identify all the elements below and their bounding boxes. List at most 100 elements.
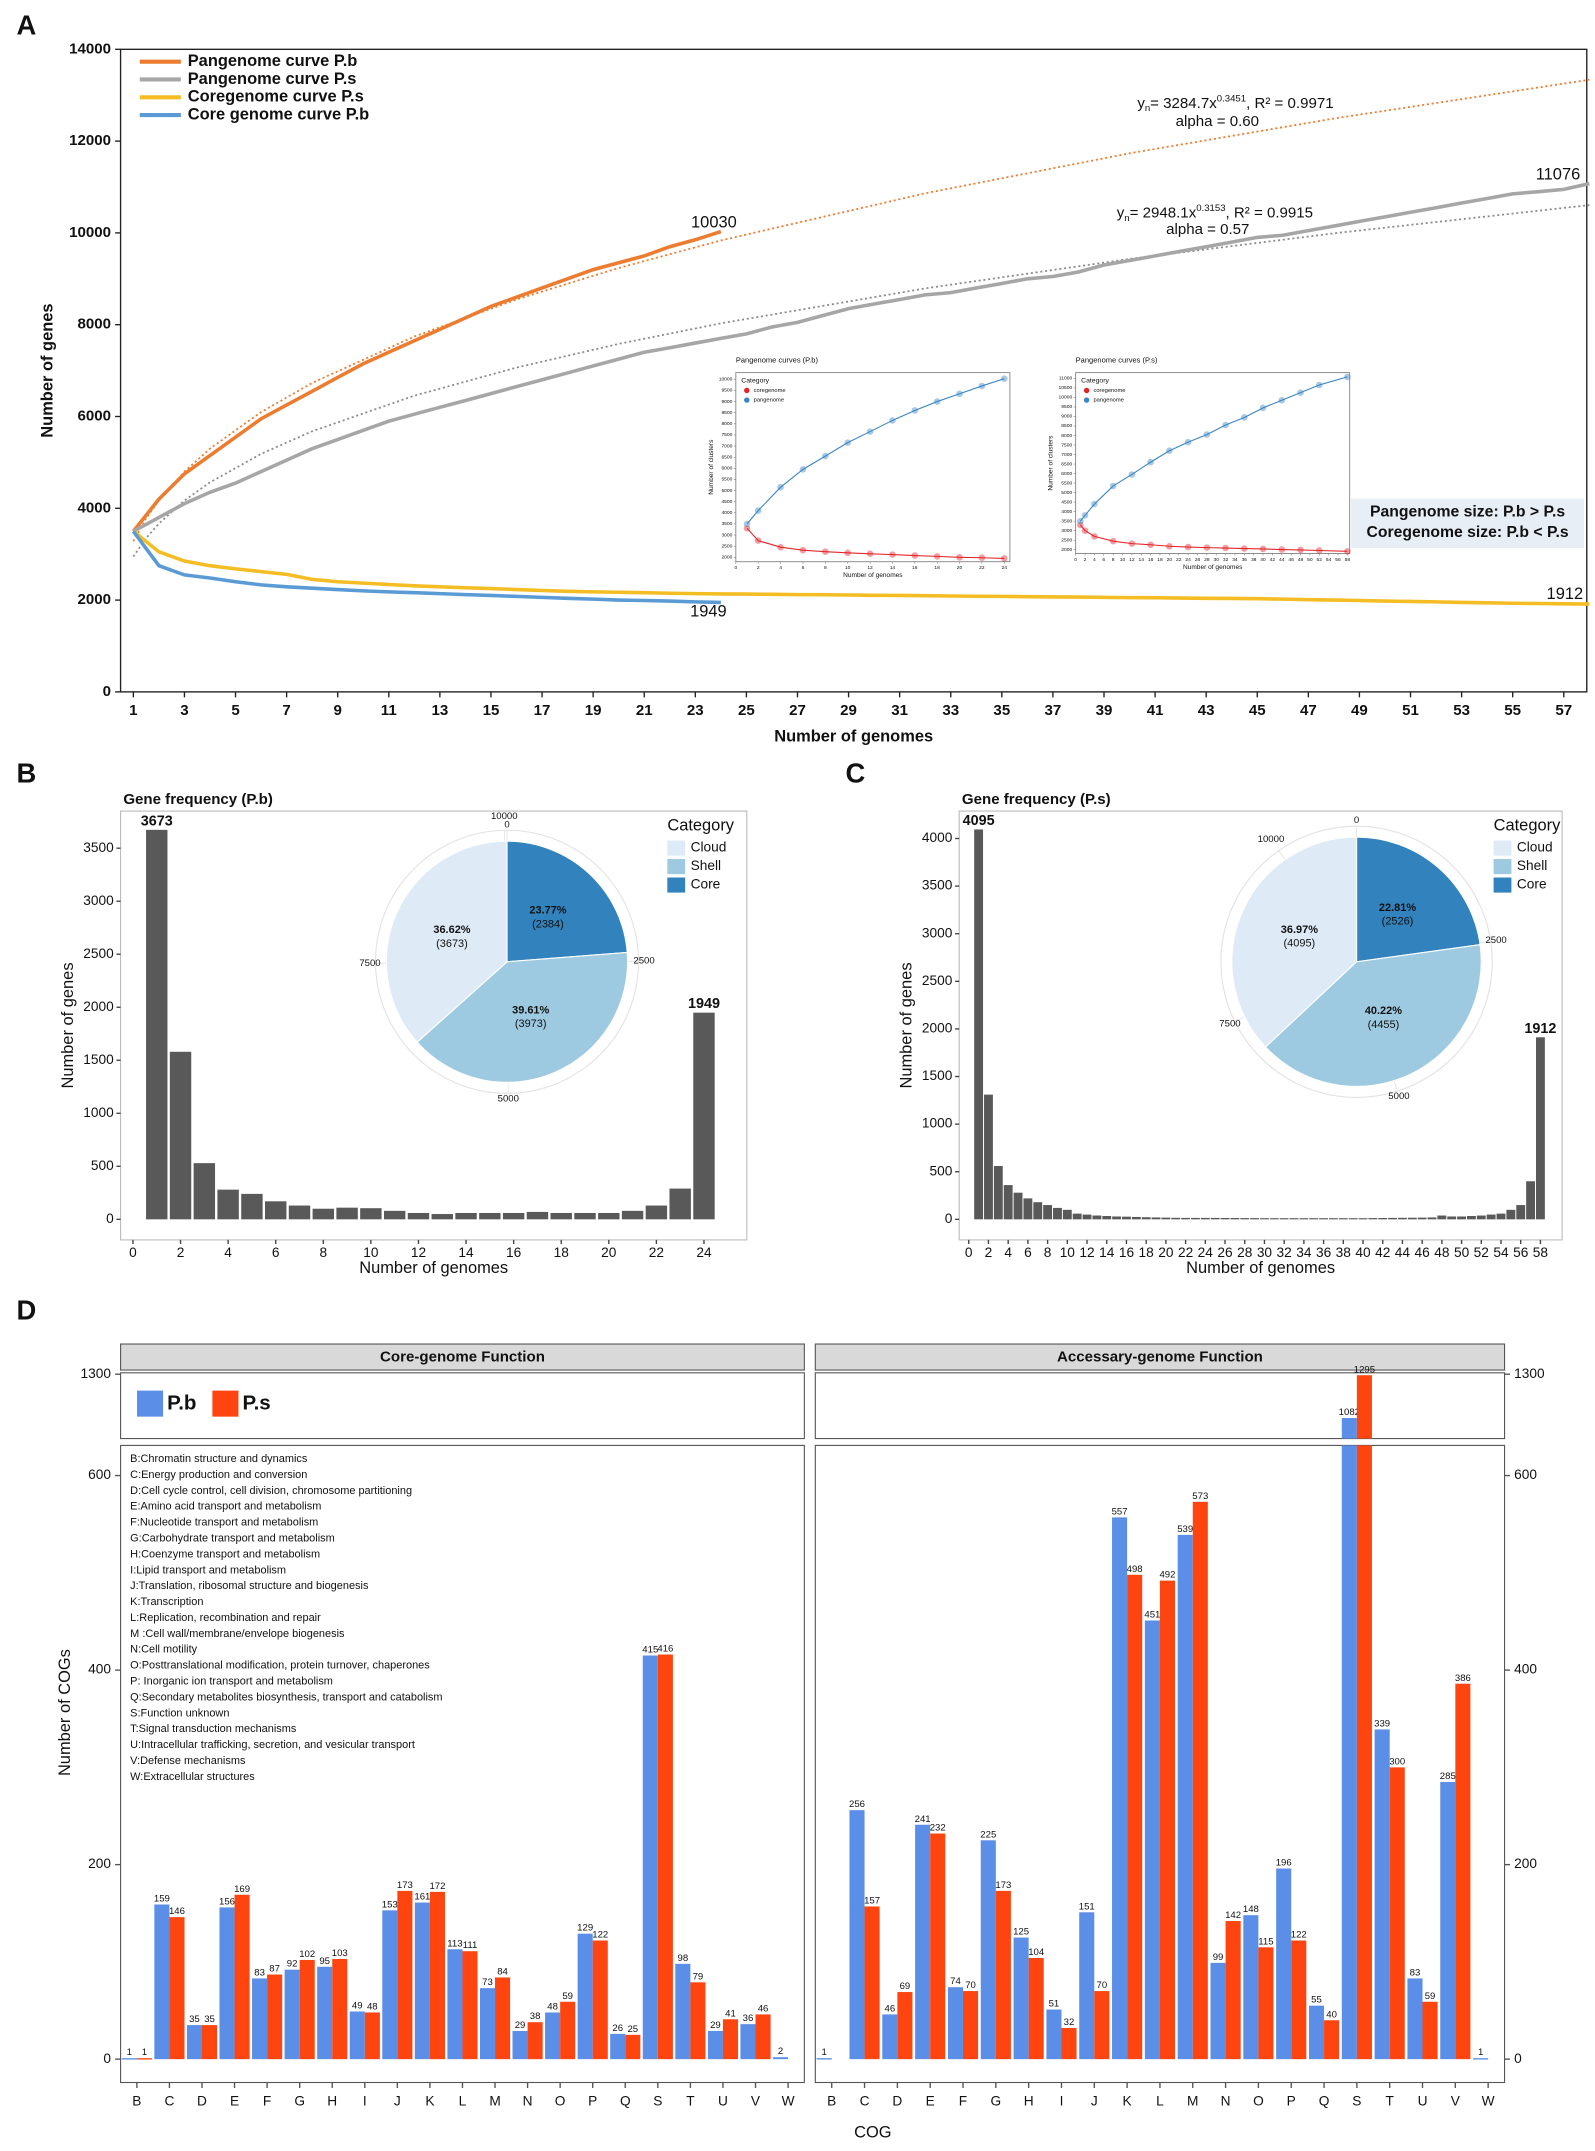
bar: [1427, 1217, 1437, 1220]
bar-value-label: 29: [710, 2020, 721, 2031]
bar-value-label: 36: [743, 2013, 754, 2024]
bar-value-label: 169: [234, 1884, 250, 1895]
x-tick-label: 23: [687, 702, 704, 719]
bar-value-label: 498: [1127, 1564, 1143, 1575]
x-tick-label: 31: [891, 702, 908, 719]
x-tick-label: 12: [1079, 1245, 1094, 1260]
inset-x-tick-label: 42: [1270, 557, 1276, 563]
inset-point: [1128, 540, 1136, 547]
bar: [1013, 1937, 1029, 2060]
bar-value-label: 146: [169, 1906, 185, 1917]
x-tick-label: 9: [334, 702, 342, 719]
inset-title: Pangenome curves (P.b): [736, 355, 819, 364]
inset-x-tick-label: 2: [757, 565, 760, 571]
bar: [217, 1189, 239, 1220]
x-tick-label: 42: [1375, 1245, 1390, 1260]
bar: [1220, 1218, 1230, 1220]
series-line: [132, 529, 1590, 606]
bar: [234, 1894, 250, 2060]
inset-x-tick-label: 0: [1074, 557, 1077, 563]
bar: [598, 1212, 620, 1220]
pie-slice: [1264, 944, 1482, 1088]
x-tick-label: 4: [224, 1245, 232, 1260]
slice-percent: 39.61%: [512, 1004, 549, 1016]
x-tick-label: 54: [1493, 1245, 1509, 1260]
bar: [267, 1974, 283, 2060]
inset-line: [1079, 524, 1348, 552]
inset-x-tick-label: 32: [1223, 557, 1229, 563]
cog-description: B:Chromatin structure and dynamics: [130, 1453, 308, 1465]
note-box: [1351, 498, 1585, 549]
x-tick-label: 0: [965, 1245, 973, 1260]
bar-value-label: 122: [1291, 1930, 1307, 1941]
inset-point: [1081, 512, 1089, 519]
x-tick-label: 38: [1336, 1245, 1352, 1260]
bar-value-label: 87: [269, 1964, 280, 1975]
x-axis-label: COG: [854, 2124, 891, 2142]
facet-strip: [120, 1343, 805, 1371]
bar: [1356, 1375, 1372, 1439]
inset-x-tick-label: 44: [1279, 557, 1285, 563]
bar: [657, 1654, 673, 2060]
polar-tick-label: 5000: [498, 1093, 519, 1104]
inset-point: [1241, 545, 1248, 552]
inset-x-tick-label: 56: [1335, 557, 1341, 563]
inset-point: [844, 549, 851, 557]
bar: [1437, 1215, 1447, 1220]
inset-point: [1184, 438, 1192, 446]
polar-tick-label: 0: [1354, 815, 1359, 826]
slice-percent: 40.22%: [1365, 1005, 1402, 1017]
x-tick-label: K: [1123, 2093, 1132, 2108]
bar-value-label: 153: [382, 1899, 398, 1910]
x-tick-label: 10: [363, 1245, 379, 1260]
inset-point: [1222, 544, 1229, 552]
x-tick-label: 39: [1096, 702, 1113, 719]
bar: [1210, 1962, 1226, 2060]
inset-y-tick-label: 5500: [1061, 480, 1072, 486]
inset-y-tick-label: 8500: [721, 410, 732, 416]
chart-title: Gene frequency (P.b): [123, 791, 273, 808]
x-tick-label: O: [555, 2093, 566, 2108]
bar-value-label: 285: [1440, 1771, 1456, 1782]
inset-point: [799, 466, 807, 473]
series-line: [131, 229, 722, 533]
legend-label: Shell: [1517, 858, 1547, 873]
x-tick-label: 29: [840, 702, 857, 719]
cog-description: Q:Secondary metabolites biosynthesis, tr…: [130, 1691, 442, 1703]
y-tick-label: 1300: [81, 1366, 112, 1381]
bar: [1276, 1868, 1292, 2060]
polar-tick: [1393, 1080, 1398, 1092]
y-tick-label-right: 200: [1514, 1856, 1537, 1871]
fit-equation: yn= 3284.7x0.3451, R² = 0.9971: [1137, 93, 1333, 114]
y-tick-label: 2500: [922, 973, 953, 988]
y-tick-label: 1000: [83, 1105, 114, 1120]
bar-value-label: 3673: [141, 813, 173, 829]
fit-curve: [132, 78, 1590, 542]
x-tick-label: 14: [458, 1245, 474, 1260]
inset-legend-dot: [744, 387, 750, 394]
cog-description: K:Transcription: [130, 1596, 203, 1608]
bar: [1260, 1218, 1269, 1220]
x-tick-label: 22: [649, 1245, 664, 1260]
bar: [429, 1891, 445, 2060]
bar: [479, 1212, 501, 1220]
bar: [1407, 1978, 1423, 2060]
inset-y-tick-label: 3000: [1061, 528, 1072, 534]
bar-value-label: 142: [1225, 1910, 1241, 1921]
legend-label: Shell: [691, 858, 721, 873]
polar-tick-label: 7500: [359, 958, 380, 969]
bar: [1407, 1217, 1417, 1220]
bar-value-label: 111: [463, 1940, 478, 1951]
x-tick-label: S: [653, 2093, 662, 2108]
bar: [1324, 2020, 1340, 2060]
inset-y-tick-label: 4500: [721, 499, 732, 505]
bar-value-label: 451: [1144, 1610, 1160, 1621]
bar: [1258, 1947, 1274, 2060]
bar: [502, 1212, 525, 1220]
cog-description: O:Posttranslational modification, protei…: [130, 1660, 430, 1672]
y-tick-label: 200: [88, 1856, 111, 1871]
bar: [882, 2014, 898, 2060]
inset-legend-label: pangenome: [1093, 398, 1123, 404]
x-tick-label: G: [991, 2093, 1002, 2108]
inset-y-tick-label: 4500: [1061, 499, 1072, 505]
